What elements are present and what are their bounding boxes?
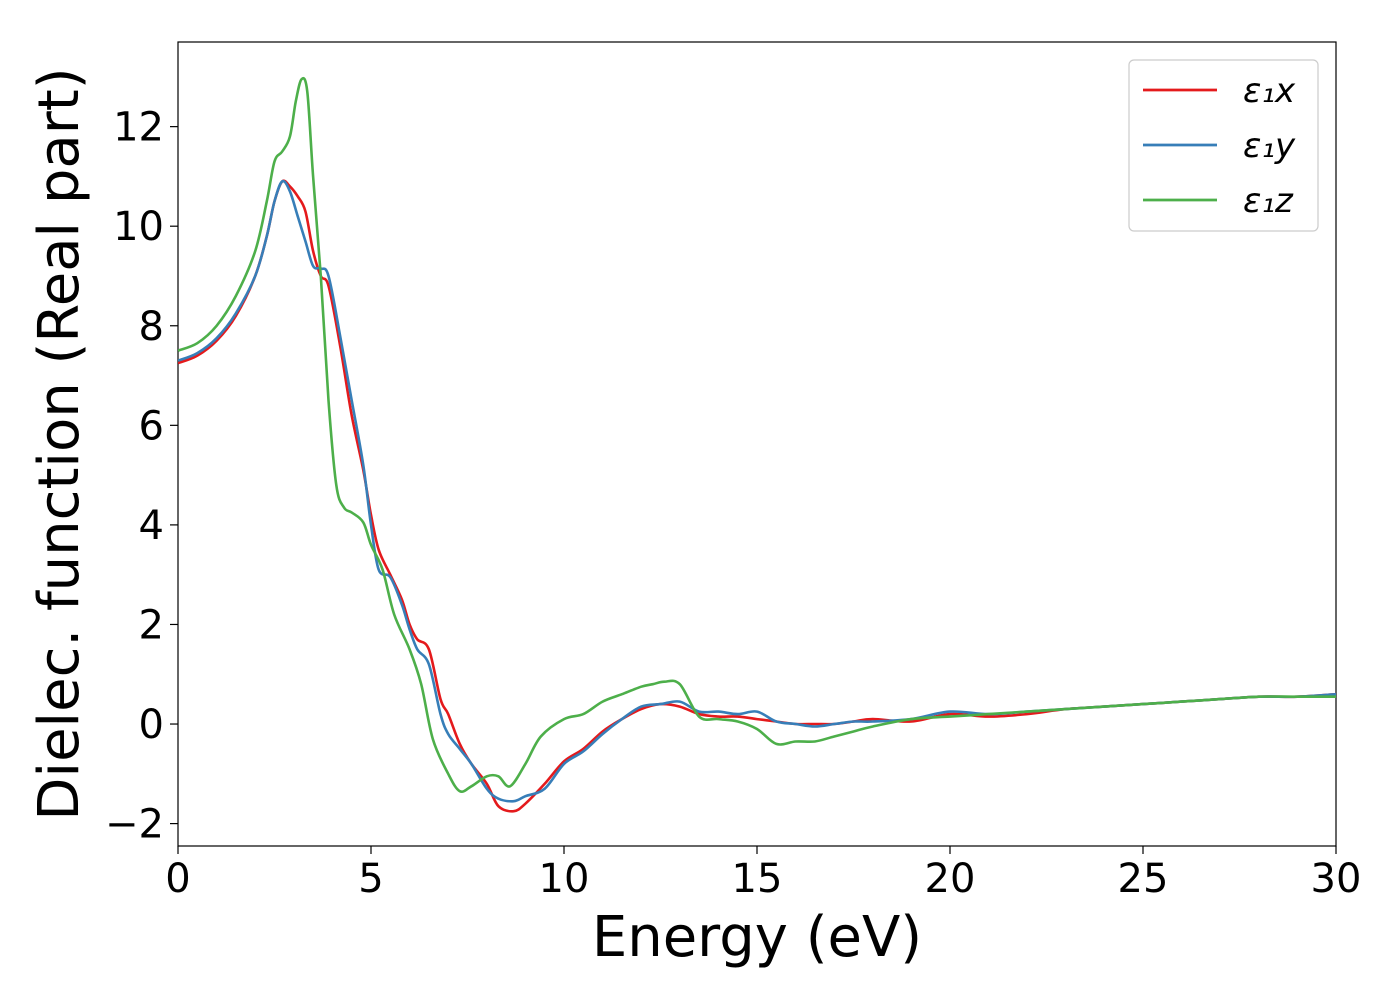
- x-tick-label: 30: [1311, 856, 1362, 902]
- y-tick-label: 4: [139, 503, 164, 549]
- x-tick-label: 5: [358, 856, 383, 902]
- legend-label-2: ε₁y: [1243, 126, 1296, 166]
- y-tick-label: 6: [139, 403, 164, 449]
- series-layer: [178, 76, 1336, 813]
- y-tick-label: 2: [139, 602, 164, 648]
- y-tick-label: −2: [105, 802, 164, 848]
- x-tick-label: 25: [1118, 856, 1169, 902]
- series-line-1: [178, 179, 1336, 813]
- x-tick-label: 20: [925, 856, 976, 902]
- x-axis-label: Energy (eV): [592, 905, 922, 970]
- legend-label-3: ε₁z: [1243, 181, 1294, 221]
- y-axis-label: Dielec. function (Real part): [27, 67, 92, 820]
- series-line-3: [178, 76, 1336, 793]
- legend-box: [1128, 59, 1319, 232]
- x-tick-label: 15: [732, 856, 783, 902]
- y-tick-label: 10: [113, 204, 164, 250]
- x-tick-label: 10: [539, 856, 590, 902]
- series-line-2: [178, 179, 1336, 803]
- y-tick-label: 8: [139, 304, 164, 350]
- legend: ε₁x ε₁y ε₁z: [1128, 59, 1319, 232]
- x-tick-label: 0: [165, 856, 190, 902]
- legend-label-1: ε₁x: [1243, 71, 1296, 111]
- y-tick-label: 12: [113, 105, 164, 151]
- y-tick-label: 0: [139, 702, 164, 748]
